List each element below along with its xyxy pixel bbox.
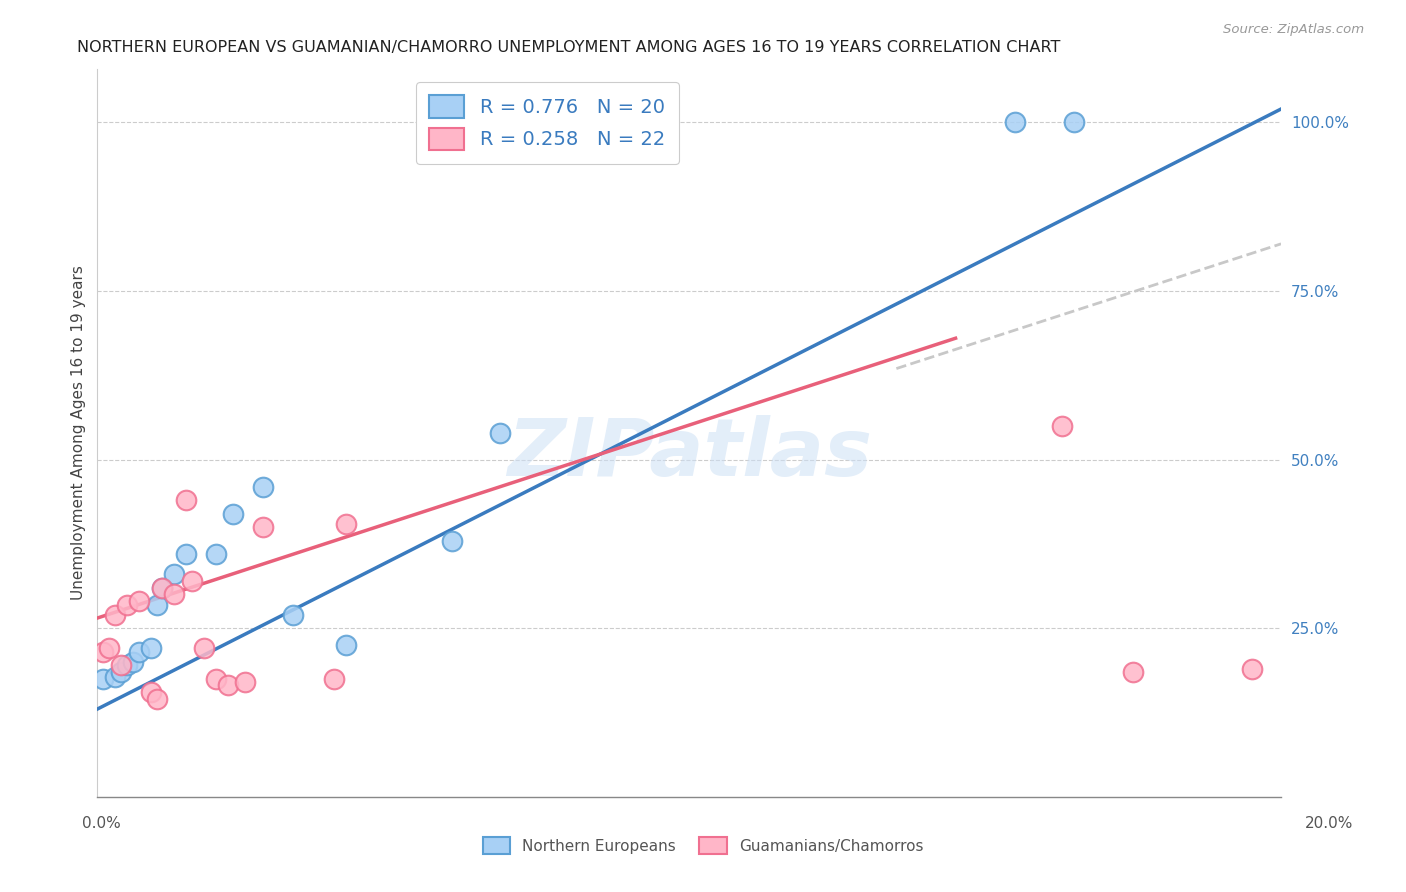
Text: 0.0%: 0.0%	[82, 816, 121, 830]
Point	[115, 598, 138, 612]
Point	[115, 658, 138, 673]
Point	[222, 507, 245, 521]
Point	[1063, 115, 1085, 129]
Point	[163, 587, 186, 601]
Text: 20.0%: 20.0%	[1305, 816, 1353, 830]
Point	[1004, 115, 1026, 129]
Point	[174, 547, 197, 561]
Point	[181, 574, 204, 588]
Point	[1122, 665, 1144, 679]
Text: NORTHERN EUROPEAN VS GUAMANIAN/CHAMORRO UNEMPLOYMENT AMONG AGES 16 TO 19 YEARS C: NORTHERN EUROPEAN VS GUAMANIAN/CHAMORRO …	[77, 40, 1060, 55]
Point	[488, 425, 510, 440]
Legend: Northern Europeans, Guamanians/Chamorros: Northern Europeans, Guamanians/Chamorros	[475, 830, 931, 862]
Point	[193, 641, 215, 656]
Point	[323, 672, 346, 686]
Legend: R = 0.776   N = 20, R = 0.258   N = 22: R = 0.776 N = 20, R = 0.258 N = 22	[416, 82, 679, 164]
Point	[139, 641, 162, 656]
Y-axis label: Unemployment Among Ages 16 to 19 years: Unemployment Among Ages 16 to 19 years	[72, 265, 86, 600]
Point	[204, 547, 226, 561]
Point	[163, 567, 186, 582]
Point	[128, 645, 150, 659]
Point	[104, 607, 127, 622]
Text: Source: ZipAtlas.com: Source: ZipAtlas.com	[1223, 23, 1364, 36]
Point	[98, 641, 121, 656]
Point	[217, 678, 239, 692]
Point	[281, 607, 304, 622]
Text: ZIPatlas: ZIPatlas	[506, 416, 872, 493]
Point	[121, 655, 143, 669]
Point	[233, 675, 256, 690]
Point	[145, 692, 167, 706]
Point	[139, 685, 162, 699]
Point	[104, 670, 127, 684]
Point	[335, 516, 357, 531]
Point	[110, 658, 132, 673]
Point	[128, 594, 150, 608]
Point	[91, 672, 114, 686]
Point	[441, 533, 464, 548]
Point	[252, 520, 274, 534]
Point	[152, 581, 174, 595]
Point	[1050, 418, 1073, 433]
Point	[252, 479, 274, 493]
Point	[335, 638, 357, 652]
Point	[110, 665, 132, 679]
Point	[91, 645, 114, 659]
Point	[204, 672, 226, 686]
Point	[145, 598, 167, 612]
Point	[174, 493, 197, 508]
Point	[1240, 662, 1263, 676]
Point	[152, 581, 174, 595]
